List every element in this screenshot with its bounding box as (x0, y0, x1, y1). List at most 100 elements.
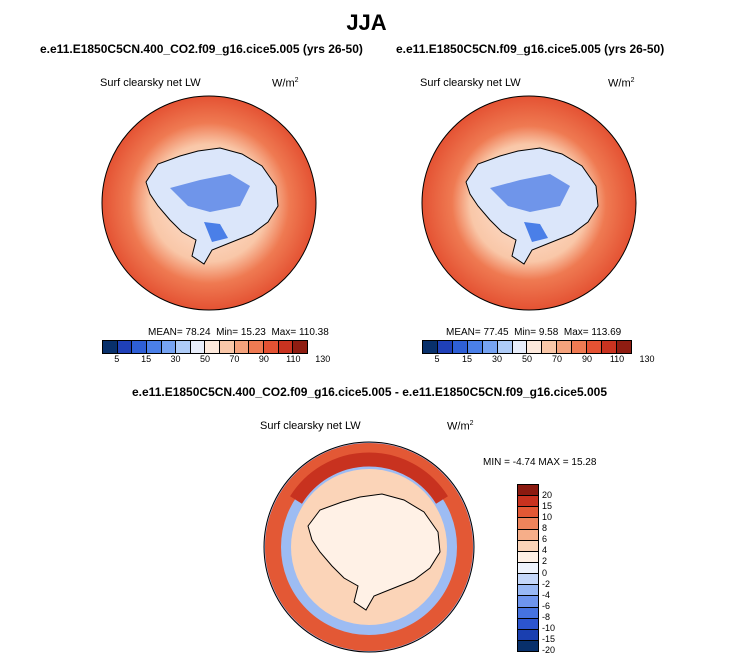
colorbar-swatch (518, 596, 538, 608)
panel-2-ross-cold (524, 222, 548, 242)
colorbar-tick-label: 70 (229, 354, 240, 364)
colorbar-tick-label: 130 (639, 354, 655, 364)
colorbar-swatch (264, 341, 279, 353)
colorbar-swatch (518, 585, 538, 597)
colorbar-tick-label: -2 (542, 578, 551, 589)
colorbar-swatch (518, 562, 538, 575)
colorbar-tick-label: 90 (581, 354, 593, 364)
colorbar-swatch (518, 507, 538, 519)
colorbar-swatch (423, 341, 438, 353)
colorbar-swatch (518, 518, 538, 530)
colorbar-swatch (557, 341, 573, 353)
colorbar-swatch (518, 640, 538, 652)
colorbar-tick-label: 15 (461, 354, 473, 364)
colorbar-swatch (452, 341, 468, 353)
diff-strong-ring (290, 452, 448, 504)
diff-colorbar (517, 484, 539, 652)
colorbar-tick-label: 2 (542, 556, 548, 567)
colorbar-tick-label: 10 (542, 512, 553, 523)
colorbar-tick-label: 130 (315, 354, 331, 364)
colorbar-tick-label: -6 (542, 600, 551, 611)
colorbar-tick-label: 70 (551, 354, 563, 364)
diff-sea-ice-ring (265, 443, 473, 651)
colorbar-swatch (602, 341, 617, 353)
colorbar-tick-label: 15 (542, 501, 553, 512)
colorbar-swatch (587, 341, 603, 353)
diff-panel-units: W/m2 (447, 420, 474, 433)
panel-2-variable: Surf clearsky net LW (420, 77, 521, 89)
colorbar-swatch (616, 341, 631, 353)
colorbar-tick-label: 30 (170, 354, 181, 364)
colorbar-tick-label: 30 (491, 354, 503, 364)
colorbar-swatch (234, 341, 250, 353)
colorbar-tick-label: 6 (542, 534, 548, 545)
colorbar-swatch (220, 341, 235, 353)
colorbar-tick-label: 50 (199, 354, 211, 364)
colorbar-swatch (117, 341, 133, 353)
colorbar-swatch (542, 341, 558, 353)
diff-antarctica (307, 493, 441, 611)
colorbar-swatch (467, 341, 483, 353)
panel-1-title: e.e11.E1850C5CN.400_CO2.f09_g16.cice5.00… (40, 42, 363, 56)
panel-2-colorbar: 5 15 30 50 70 90 110 130 (422, 340, 655, 366)
colorbar-swatch (205, 341, 221, 353)
colorbar-swatch (497, 341, 513, 353)
colorbar-tick-label: 20 (542, 490, 553, 501)
colorbar-swatch (293, 341, 307, 353)
colorbar-tick-label: 4 (542, 545, 548, 556)
panel-2-ice-cold-core (490, 174, 570, 212)
colorbar-swatch (518, 574, 538, 586)
colorbar-tick-label: 90 (258, 354, 269, 364)
panel-2-title: e.e11.E1850C5CN.f09_g16.cice5.005 (yrs 2… (396, 42, 665, 56)
colorbar-swatch (518, 551, 538, 563)
diff-colorbar-ticks: 20 15 10 8 6 4 2 0 -2 -4 -6 -8 -10 -15 -20 (542, 484, 572, 655)
panel-2-units: W/m2 (608, 77, 635, 90)
colorbar-tick-label: 5 (434, 354, 440, 364)
colorbar-tick-label: 8 (542, 523, 548, 534)
colorbar-swatch (103, 341, 118, 353)
colorbar-swatch (146, 341, 162, 353)
colorbar-tick-label: -10 (542, 622, 556, 633)
colorbar-tick-label: 0 (542, 567, 548, 578)
colorbar-tick-label: 50 (521, 354, 533, 364)
colorbar-swatch (176, 341, 191, 353)
panel-1-stats: MEAN= 78.24 Min= 15.23 Max= 110.38 (148, 327, 329, 338)
colorbar-swatch (249, 341, 265, 353)
colorbar-swatch (518, 529, 538, 541)
colorbar-swatch (437, 341, 453, 353)
colorbar-tick-label: 110 (286, 354, 301, 364)
panel-1-ross-cold (204, 222, 228, 242)
colorbar-tick-label: 5 (114, 354, 120, 364)
colorbar-swatch (482, 341, 498, 353)
colorbar-tick-label: -4 (542, 589, 551, 600)
diff-panel-title: e.e11.E1850C5CN.400_CO2.f09_g16.cice5.00… (132, 385, 608, 399)
panel-2-stats: MEAN= 77.45 Min= 9.58 Max= 113.69 (446, 327, 622, 338)
colorbar-tick-label: 15 (141, 354, 152, 364)
colorbar-tick-label: -20 (542, 645, 556, 655)
panel-1-ice-cold-core (170, 174, 250, 212)
colorbar-swatch (190, 341, 206, 353)
colorbar-swatch (518, 485, 538, 497)
panel-2-map (421, 95, 637, 311)
colorbar-swatch (132, 341, 147, 353)
colorbar-swatch (572, 341, 588, 353)
colorbar-tick-label: -8 (542, 611, 551, 622)
colorbar-swatch (518, 607, 538, 619)
colorbar-swatch (518, 618, 538, 630)
panel-1-map (101, 95, 317, 311)
diff-stats: MIN = -4.74 MAX = 15.28 (483, 457, 597, 468)
colorbar-swatch (161, 341, 177, 353)
colorbar-tick-label: 110 (609, 354, 625, 364)
colorbar-swatch (278, 341, 294, 353)
colorbar-swatch (512, 341, 528, 353)
colorbar-swatch (518, 540, 538, 552)
panel-1-colorbar: 5 15 30 50 70 90 110 130 (102, 340, 330, 366)
diff-panel-map (263, 441, 475, 653)
colorbar-swatch (518, 496, 538, 508)
colorbar-tick-label: -15 (542, 633, 556, 644)
colorbar-swatch (518, 629, 538, 641)
panel-1-variable: Surf clearsky net LW (100, 77, 201, 89)
page-title: JJA (346, 10, 387, 35)
diff-panel-variable: Surf clearsky net LW (260, 420, 361, 432)
panel-1-units: W/m2 (272, 77, 299, 90)
